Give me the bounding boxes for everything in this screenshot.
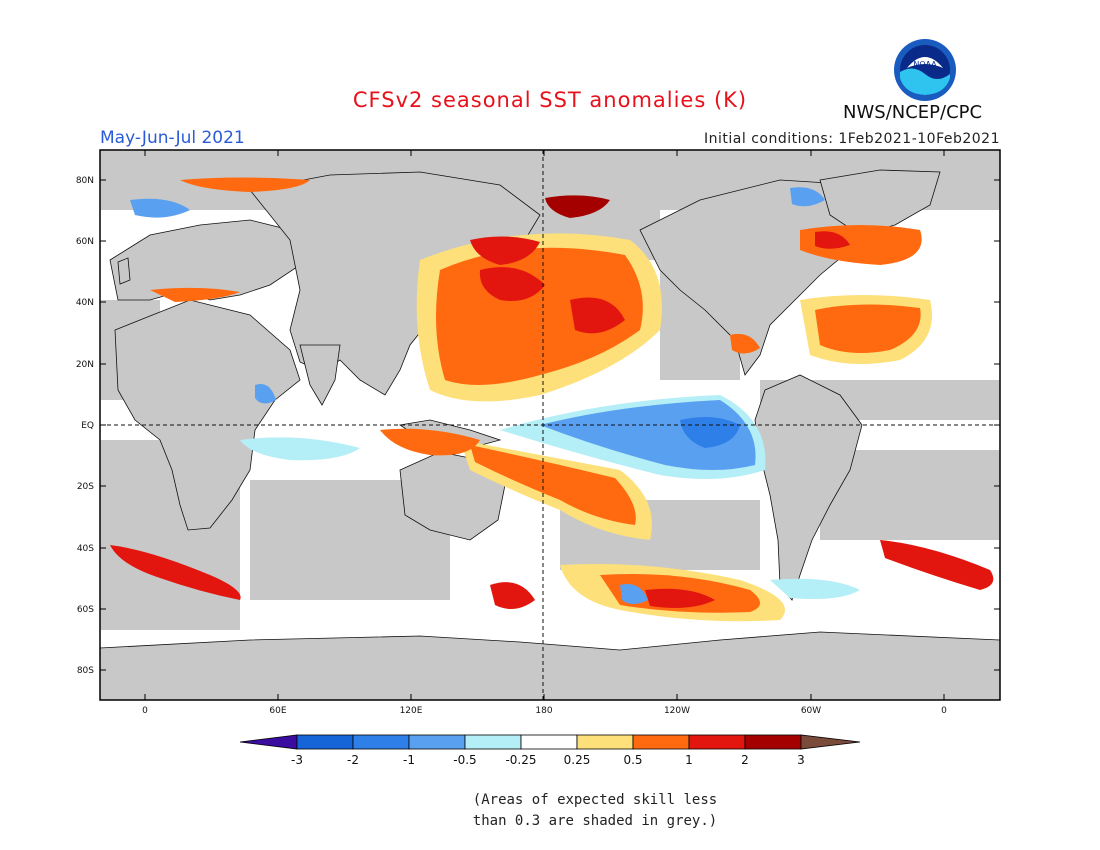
colorbar-swatch: [632, 734, 690, 750]
lon-tick-label: 60W: [801, 706, 821, 716]
lat-tick-label: EQ: [81, 421, 94, 431]
north-pacific-warm-core-2: [570, 297, 625, 334]
lat-tick-label: 80S: [77, 666, 94, 676]
europe-landmass: [109, 219, 301, 301]
colorbar-swatch: [464, 734, 522, 750]
lon-tick-label: 0: [142, 706, 148, 716]
southern-ocean-warm-core: [645, 588, 715, 608]
bering-warm: [470, 236, 540, 265]
north-atlantic-warm: [815, 304, 921, 354]
tasman-warm: [490, 582, 535, 609]
colorbar-swatch: [352, 734, 410, 750]
colorbar-label: 1: [685, 753, 693, 767]
mediterranean-warm: [150, 287, 240, 302]
south-atlantic-cool: [770, 578, 860, 599]
cool-anomaly-patches: [130, 187, 860, 604]
colorbar-label: -0.5: [453, 753, 476, 767]
lat-tick-label: 60S: [77, 605, 94, 615]
colorbar-swatch: [296, 734, 354, 750]
noaa-logo-icon: NOAA: [894, 39, 956, 101]
lat-tick-label: 80N: [76, 176, 94, 186]
lat-tick-label: 20S: [77, 482, 94, 492]
colorbar-label: -1: [403, 753, 415, 767]
antarctica-landmass: [100, 631, 1000, 700]
colorbar-swatch: [744, 734, 802, 750]
colorbar-right-arrow: [800, 734, 861, 750]
colorbar-left-arrow: [239, 734, 298, 750]
logo-wave-icon: [900, 68, 950, 95]
north-atlantic-subpolar-core: [815, 231, 850, 249]
indian-ocean-cool: [240, 437, 360, 461]
maritime-continent-warm: [380, 428, 480, 456]
skill-footnote: (Areas of expected skill less than 0.3 a…: [0, 790, 1100, 832]
uk-island: [117, 257, 131, 285]
footnote-line-2: than 0.3 are shaded in grey.): [472, 813, 718, 829]
colorbar-label: 0.5: [623, 753, 642, 767]
lat-tick-label: 20N: [76, 360, 94, 370]
lat-tick-label: 40S: [77, 544, 94, 554]
labrador-cool: [790, 187, 825, 207]
lon-tick-label: 120E: [400, 706, 423, 716]
colorbar-label: 3: [797, 753, 805, 767]
south-atlantic-warm: [880, 540, 994, 590]
asia-landmass: [249, 171, 541, 396]
arabian-cool: [255, 384, 276, 404]
warm-anomaly-patches: [110, 177, 994, 622]
barents-warm: [180, 177, 310, 192]
colorbar-label: 2: [741, 753, 749, 767]
colorbar-label: -0.25: [505, 753, 536, 767]
logo-bird-icon: [907, 57, 943, 68]
map-plot-area: [100, 150, 1000, 700]
greenland-landmass: [819, 169, 941, 236]
north-pacific-warm-core: [479, 267, 545, 301]
colorbar-swatch: [408, 734, 466, 750]
lon-tick-label: 120W: [664, 706, 690, 716]
lon-tick-label: 180: [535, 706, 552, 716]
southern-ocean-cool: [620, 584, 648, 604]
latitude-axis: 80N 60N 40N 20N EQ 20S 40S 60S 80S: [76, 176, 1000, 676]
logo-text: NOAA: [913, 60, 937, 69]
chart-title: CFSv2 seasonal SST anomalies (K): [352, 88, 748, 112]
africa-landmass: [114, 299, 301, 531]
colorbar-label: -2: [347, 753, 359, 767]
colorbar-label: 0.25: [564, 753, 591, 767]
footnote-line-1: (Areas of expected skill less: [472, 792, 718, 808]
lat-tick-label: 60N: [76, 237, 94, 247]
initial-conditions-label: Initial conditions: 1Feb2021-10Feb2021: [704, 131, 1000, 147]
longitude-axis: 0 60E 120E 180 120W 60W 0: [142, 150, 947, 716]
arctic-warm: [545, 195, 610, 218]
greenland-sea-cool: [130, 198, 190, 218]
gulf-of-mexico-warm: [730, 333, 760, 354]
season-label: May-Jun-Jul 2021: [100, 128, 245, 148]
colorbar-swatch: [520, 734, 578, 750]
agency-label: NWS/NCEP/CPC: [843, 102, 983, 123]
south-pacific-warm: [470, 445, 636, 525]
colorbar: -3 -2 -1 -0.5 -0.25 0.25 0.5 1 2 3: [239, 734, 861, 767]
indian-ocean-south-warm: [110, 545, 241, 600]
colorbar-swatch: [576, 734, 634, 750]
lon-tick-label: 60E: [269, 706, 286, 716]
colorbar-swatch: [688, 734, 746, 750]
colorbar-label: -3: [291, 753, 303, 767]
lon-tick-label: 0: [941, 706, 947, 716]
lat-tick-label: 40N: [76, 298, 94, 308]
india-landmass: [299, 344, 341, 406]
